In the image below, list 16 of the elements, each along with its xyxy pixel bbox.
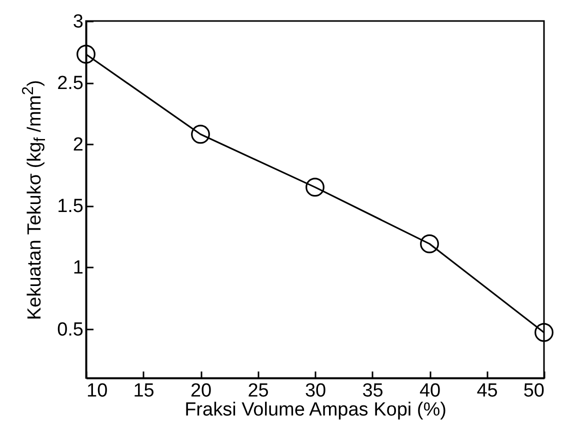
x-tick-label: 30 xyxy=(304,380,326,402)
x-tick-label: 10 xyxy=(86,380,108,402)
y-tick-label: 1.5 xyxy=(57,196,84,218)
x-tick-label: 25 xyxy=(248,380,269,402)
x-tick-label: 45 xyxy=(476,380,498,402)
x-tick-label: 50 xyxy=(523,380,544,402)
y-tick-label: 1 xyxy=(72,258,84,279)
y-tick-label: 2.5 xyxy=(57,73,84,94)
x-tick-label: 15 xyxy=(133,380,154,402)
x-tick-label: 35 xyxy=(362,380,384,402)
y-tick-label: 0.5 xyxy=(57,319,84,340)
y-tick-label: 2 xyxy=(72,134,84,156)
x-tick-label: 40 xyxy=(419,380,441,402)
y-tick-label: 3 xyxy=(72,12,84,32)
x-axis-title: Fraksi Volume Ampas Kopi (%) xyxy=(184,400,446,420)
x-tick-label: 20 xyxy=(190,380,212,402)
